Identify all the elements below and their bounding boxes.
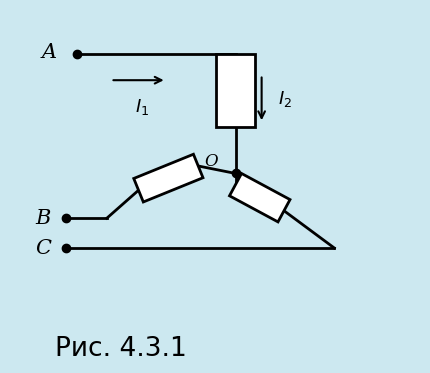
Polygon shape — [230, 173, 290, 222]
Text: B: B — [36, 209, 51, 228]
Text: O: O — [204, 153, 218, 170]
Text: $I_2$: $I_2$ — [278, 89, 292, 109]
Polygon shape — [134, 154, 203, 202]
Text: C: C — [35, 239, 51, 257]
Text: A: A — [41, 43, 56, 62]
Text: Рис. 4.3.1: Рис. 4.3.1 — [55, 336, 186, 362]
Text: $I_1$: $I_1$ — [135, 97, 149, 117]
Bar — [216, 54, 255, 127]
